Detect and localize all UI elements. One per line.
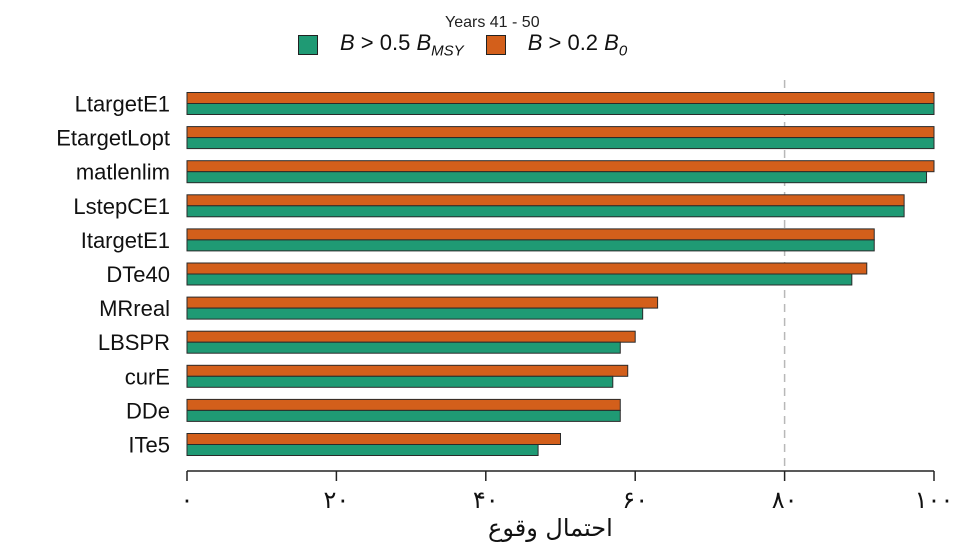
legend-label-bmsy: B > 0.5 BMSY — [340, 30, 464, 60]
category-label: curE — [125, 364, 170, 389]
x-tick-label: ۶٠ — [622, 486, 648, 514]
bar-bmsy — [186, 205, 905, 218]
bar-b0 — [186, 228, 875, 241]
bar-b0 — [186, 398, 621, 411]
bar-b0 — [186, 194, 905, 207]
category-label: matlenlim — [76, 160, 170, 185]
x-tick-label: ٠ — [181, 486, 194, 514]
bar-bmsy — [186, 307, 644, 320]
x-tick-label: ١٠٠ — [915, 486, 954, 514]
bar-bmsy — [186, 273, 853, 286]
legend-swatch-orange — [485, 34, 506, 55]
category-label: ItargetE1 — [81, 228, 170, 253]
bar-b0 — [186, 126, 935, 139]
category-label: DDe — [126, 398, 170, 423]
bar-bmsy — [186, 239, 875, 252]
bar-bmsy — [186, 103, 935, 115]
category-label: MRreal — [99, 296, 170, 321]
legend-item-bmsy: B > 0.5 BMSY — [298, 30, 464, 59]
bar-b0 — [186, 160, 935, 173]
category-label: ITe5 — [128, 433, 170, 458]
category-label: LBSPR — [98, 330, 170, 355]
bar-b0 — [186, 330, 636, 343]
bar-bmsy — [186, 444, 539, 456]
bar-b0 — [186, 296, 659, 309]
category-label: EtargetLopt — [56, 126, 170, 151]
bar-bmsy — [186, 341, 621, 354]
x-axis-label: احتمال وقوع — [488, 514, 613, 542]
category-label: LstepCE1 — [73, 194, 170, 219]
legend-item-b0: B > 0.2 B0 — [485, 30, 628, 60]
bar-bmsy — [186, 171, 928, 184]
bar-b0 — [186, 433, 561, 445]
legend-label-b0: B > 0.2 B0 — [527, 30, 628, 60]
category-label: DTe40 — [106, 262, 170, 287]
legend: B > 0.5 BMSY B > 0.2 B0 — [298, 30, 649, 59]
chart-title: Years 41 - 50 — [445, 14, 540, 31]
bar-b0 — [186, 92, 935, 104]
x-tick-label: ۴٠ — [473, 486, 499, 514]
x-tick-label: ٢٠ — [324, 486, 350, 514]
bar-bmsy — [186, 137, 935, 150]
category-label: LtargetE1 — [75, 92, 170, 117]
bar-bmsy — [186, 375, 614, 388]
bar-b0 — [186, 364, 629, 377]
x-tick-label: ٨٠ — [772, 486, 798, 514]
legend-swatch-green — [298, 34, 318, 55]
bar-bmsy — [186, 409, 621, 422]
bar-b0 — [186, 262, 868, 275]
